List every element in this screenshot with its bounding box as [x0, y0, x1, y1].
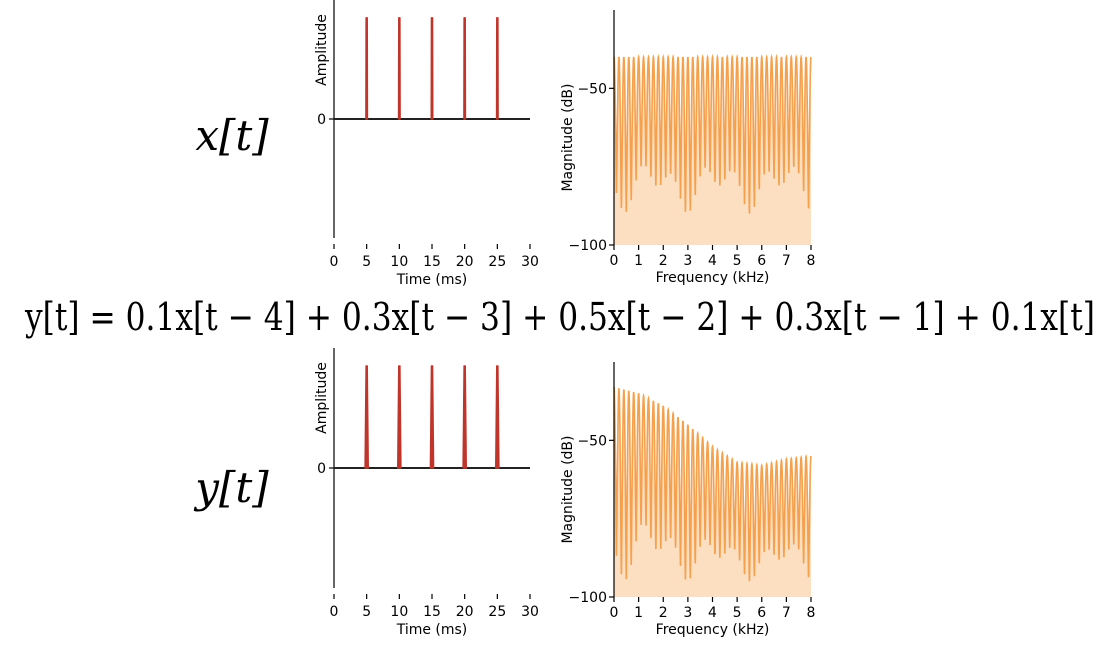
pulse-2 [397, 365, 402, 469]
x-tick-label: 20 [456, 254, 474, 270]
x-tick-label: 3 [683, 605, 692, 621]
x-tick-label: 7 [782, 253, 791, 269]
spectrum-line [613, 386, 812, 582]
pulse-4 [463, 17, 467, 120]
x-tick-label: 4 [708, 605, 717, 621]
y-axis-label: Amplitude [314, 362, 330, 434]
y-tick-label: −50 [577, 81, 607, 97]
y-tick-label: 0 [317, 461, 326, 477]
y-axis-label: Amplitude [314, 14, 330, 86]
x-tick-label: 30 [521, 604, 539, 620]
y-axis-label: Magnitude (dB) [560, 83, 576, 191]
x-tick-label: 6 [757, 605, 766, 621]
spectrum-area [614, 57, 811, 245]
x-tick-label: 4 [708, 253, 717, 269]
x-tick-label: 8 [807, 253, 816, 269]
x-tick-label: 0 [610, 253, 619, 269]
x-tick-label: 10 [390, 254, 408, 270]
pulse-4 [462, 365, 467, 469]
x-tick-label: 2 [659, 253, 668, 269]
y-tick-label: −100 [569, 590, 607, 606]
pulse-5 [495, 17, 499, 120]
x-axis-label: Frequency (kHz) [656, 622, 770, 638]
x-tick-label: 25 [488, 254, 506, 270]
pulse-1 [364, 365, 369, 469]
pulse-2 [397, 17, 401, 120]
x-signal-label: x[t] [195, 111, 269, 160]
x-tick-label: 7 [782, 605, 791, 621]
x-axis-label: Frequency (kHz) [656, 270, 770, 286]
pulse-5 [495, 365, 500, 469]
x-tick-label: 3 [683, 253, 692, 269]
x-tick-label: 25 [488, 604, 506, 620]
x-tick-label: 10 [390, 604, 408, 620]
y-time-plot: 0 0 5 10 15 20 25 30 Time (ms) Amplitude [314, 348, 539, 638]
x-tick-label: 30 [521, 254, 539, 270]
x-tick-label: 5 [362, 254, 371, 270]
x-tick-label: 0 [330, 604, 339, 620]
y-tick-label: −100 [569, 238, 607, 254]
x-tick-label: 20 [456, 604, 474, 620]
pulse-3 [430, 17, 434, 120]
x-tick-label: 5 [362, 604, 371, 620]
x-tick-label: 0 [610, 605, 619, 621]
pulse-1 [365, 17, 369, 120]
filter-equation: y[t] = 0.1x[t − 4] + 0.3x[t − 3] + 0.5x[… [24, 295, 1095, 339]
x-axis-label: Time (ms) [396, 622, 468, 638]
x-tick-label: 6 [757, 253, 766, 269]
x-tick-label: 15 [423, 254, 441, 270]
x-tick-label: 1 [634, 605, 643, 621]
spectrum-line [613, 53, 812, 214]
x-tick-label: 0 [330, 254, 339, 270]
x-time-plot: 0 0 5 10 15 20 25 30 Time (ms) Amplitude [314, 0, 539, 288]
x-tick-label: 8 [807, 605, 816, 621]
x-tick-label: 2 [659, 605, 668, 621]
y-tick-label: 0 [317, 112, 326, 128]
y-signal-label: y[t] [193, 463, 269, 512]
pulse-3 [429, 365, 435, 469]
y-axis-label: Magnitude (dB) [560, 435, 576, 543]
x-tick-label: 1 [634, 253, 643, 269]
y-tick-label: −50 [577, 433, 607, 449]
spectrum-area [614, 387, 811, 597]
x-axis-label: Time (ms) [396, 272, 468, 288]
x-tick-label: 5 [733, 253, 742, 269]
x-tick-label: 15 [423, 604, 441, 620]
x-tick-label: 5 [733, 605, 742, 621]
